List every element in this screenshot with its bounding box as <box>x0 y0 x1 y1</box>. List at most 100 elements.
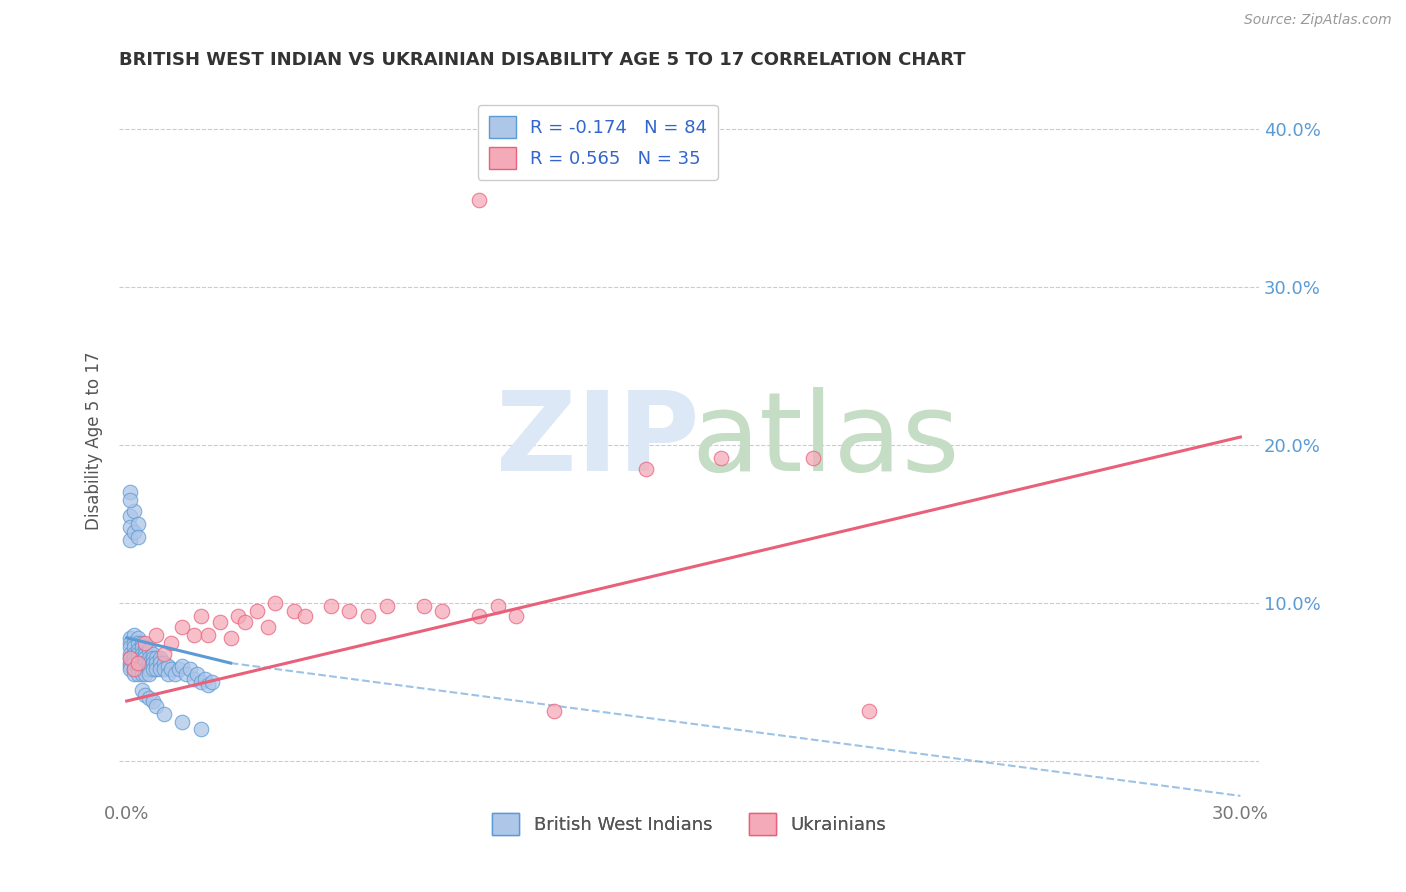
Point <box>194 672 217 686</box>
Point <box>134 656 156 670</box>
Point <box>246 604 269 618</box>
Point <box>201 675 224 690</box>
Point <box>153 706 176 721</box>
Point <box>134 635 156 649</box>
Point <box>122 662 145 676</box>
Point <box>294 608 316 623</box>
Point <box>127 667 149 681</box>
Point <box>127 656 149 670</box>
Point <box>127 647 149 661</box>
Point <box>160 635 183 649</box>
Point <box>142 651 165 665</box>
Point <box>138 643 160 657</box>
Point <box>432 604 454 618</box>
Point <box>127 530 149 544</box>
Point <box>120 662 142 676</box>
Point <box>412 599 434 614</box>
Point <box>149 662 172 676</box>
Point <box>149 651 172 665</box>
Point <box>122 504 145 518</box>
Point <box>172 620 194 634</box>
Point <box>131 651 153 665</box>
Point <box>127 656 149 670</box>
Point <box>803 450 825 465</box>
Legend: British West Indians, Ukrainians: British West Indians, Ukrainians <box>485 805 893 842</box>
Point <box>145 698 167 713</box>
Point <box>183 672 205 686</box>
Point <box>122 635 145 649</box>
Y-axis label: Disability Age 5 to 17: Disability Age 5 to 17 <box>86 351 103 530</box>
Point <box>636 461 658 475</box>
Point <box>468 193 491 207</box>
Point <box>145 651 167 665</box>
Point <box>858 704 880 718</box>
Point <box>131 640 153 655</box>
Point <box>186 667 208 681</box>
Point <box>120 520 142 534</box>
Point <box>120 493 142 508</box>
Point <box>122 651 145 665</box>
Point <box>156 667 179 681</box>
Point <box>120 647 142 661</box>
Point <box>127 635 149 649</box>
Point <box>134 688 156 702</box>
Text: BRITISH WEST INDIAN VS UKRAINIAN DISABILITY AGE 5 TO 17 CORRELATION CHART: BRITISH WEST INDIAN VS UKRAINIAN DISABIL… <box>120 51 966 69</box>
Point <box>505 608 527 623</box>
Point <box>710 450 733 465</box>
Point <box>127 516 149 531</box>
Point <box>142 647 165 661</box>
Point <box>142 662 165 676</box>
Point <box>134 667 156 681</box>
Point <box>120 485 142 500</box>
Point <box>122 627 145 641</box>
Point <box>149 656 172 670</box>
Point <box>122 524 145 539</box>
Point <box>160 662 183 676</box>
Point <box>319 599 342 614</box>
Point <box>197 678 219 692</box>
Point <box>142 694 165 708</box>
Point <box>134 662 156 676</box>
Point <box>120 659 142 673</box>
Point <box>127 651 149 665</box>
Point <box>145 662 167 676</box>
Point <box>138 690 160 705</box>
Point <box>120 656 142 670</box>
Point <box>134 647 156 661</box>
Point <box>134 640 156 655</box>
Point <box>190 675 212 690</box>
Point <box>122 667 145 681</box>
Point <box>127 631 149 645</box>
Point <box>167 662 190 676</box>
Point <box>131 647 153 661</box>
Point <box>156 659 179 673</box>
Point <box>208 615 231 629</box>
Point <box>219 631 242 645</box>
Point <box>264 596 287 610</box>
Point <box>120 651 142 665</box>
Point <box>172 659 194 673</box>
Point <box>163 667 186 681</box>
Point <box>134 651 156 665</box>
Point <box>283 604 305 618</box>
Point <box>131 635 153 649</box>
Point <box>375 599 398 614</box>
Point <box>256 620 278 634</box>
Point <box>190 723 212 737</box>
Point <box>138 667 160 681</box>
Point <box>120 651 142 665</box>
Point <box>122 647 145 661</box>
Point <box>179 662 201 676</box>
Point <box>122 656 145 670</box>
Point <box>131 667 153 681</box>
Point <box>122 640 145 655</box>
Point <box>145 656 167 670</box>
Point <box>120 640 142 655</box>
Text: atlas: atlas <box>692 387 960 494</box>
Point <box>138 662 160 676</box>
Point <box>138 651 160 665</box>
Point <box>226 608 249 623</box>
Point <box>120 631 142 645</box>
Point <box>153 662 176 676</box>
Point <box>138 656 160 670</box>
